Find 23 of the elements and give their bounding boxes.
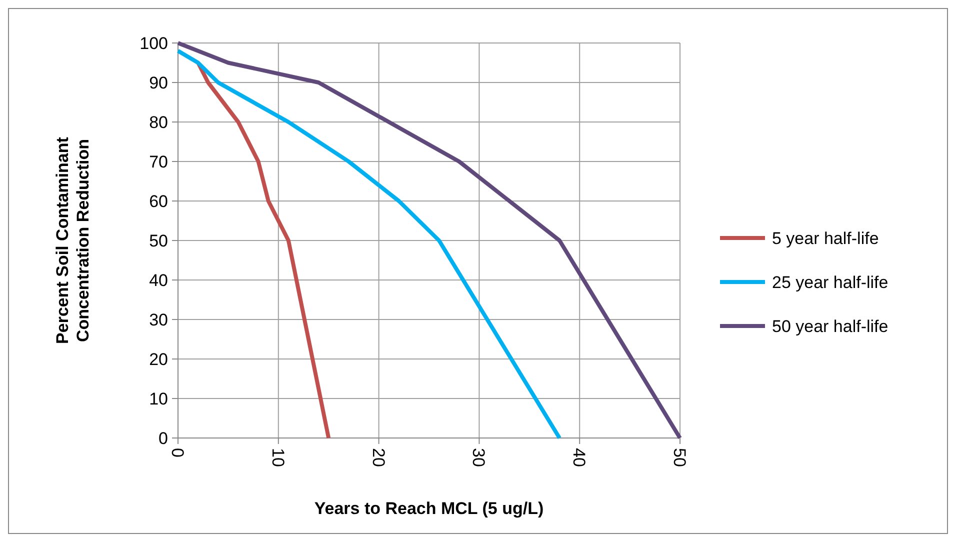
x-tick-label: 10: [268, 448, 288, 467]
y-tick-label: 10: [149, 389, 168, 408]
y-tick-label: 100: [140, 34, 168, 53]
line-series: [176, 48, 562, 440]
x-tick-label: 0: [168, 448, 188, 458]
legend-label: 50 year half-life: [772, 316, 888, 336]
legend-label: 5 year half-life: [772, 228, 879, 248]
y-tick-label: 50: [149, 231, 168, 250]
y-tick-label: 90: [149, 73, 168, 92]
y-tick-label: 0: [158, 428, 168, 448]
y-tick-label: 40: [149, 270, 168, 290]
legend-label: 25 year half-life: [772, 272, 888, 292]
y-tick-label: 60: [149, 192, 168, 211]
x-tick-label: 20: [368, 448, 388, 467]
y-tick-label: 20: [149, 350, 168, 369]
y-axis-title: Percent Soil Contaminant Concentration Reduction: [53, 136, 92, 344]
x-axis-title: Years to Reach MCL (5 ug/L): [314, 499, 544, 518]
x-tick-label: 40: [570, 448, 589, 467]
x-tick-label: 50: [670, 448, 690, 467]
y-tick-label: 30: [149, 310, 168, 330]
y-tick-label: 80: [149, 112, 168, 132]
y-tick-label: 70: [149, 152, 168, 172]
x-tick-label: 30: [469, 448, 488, 467]
